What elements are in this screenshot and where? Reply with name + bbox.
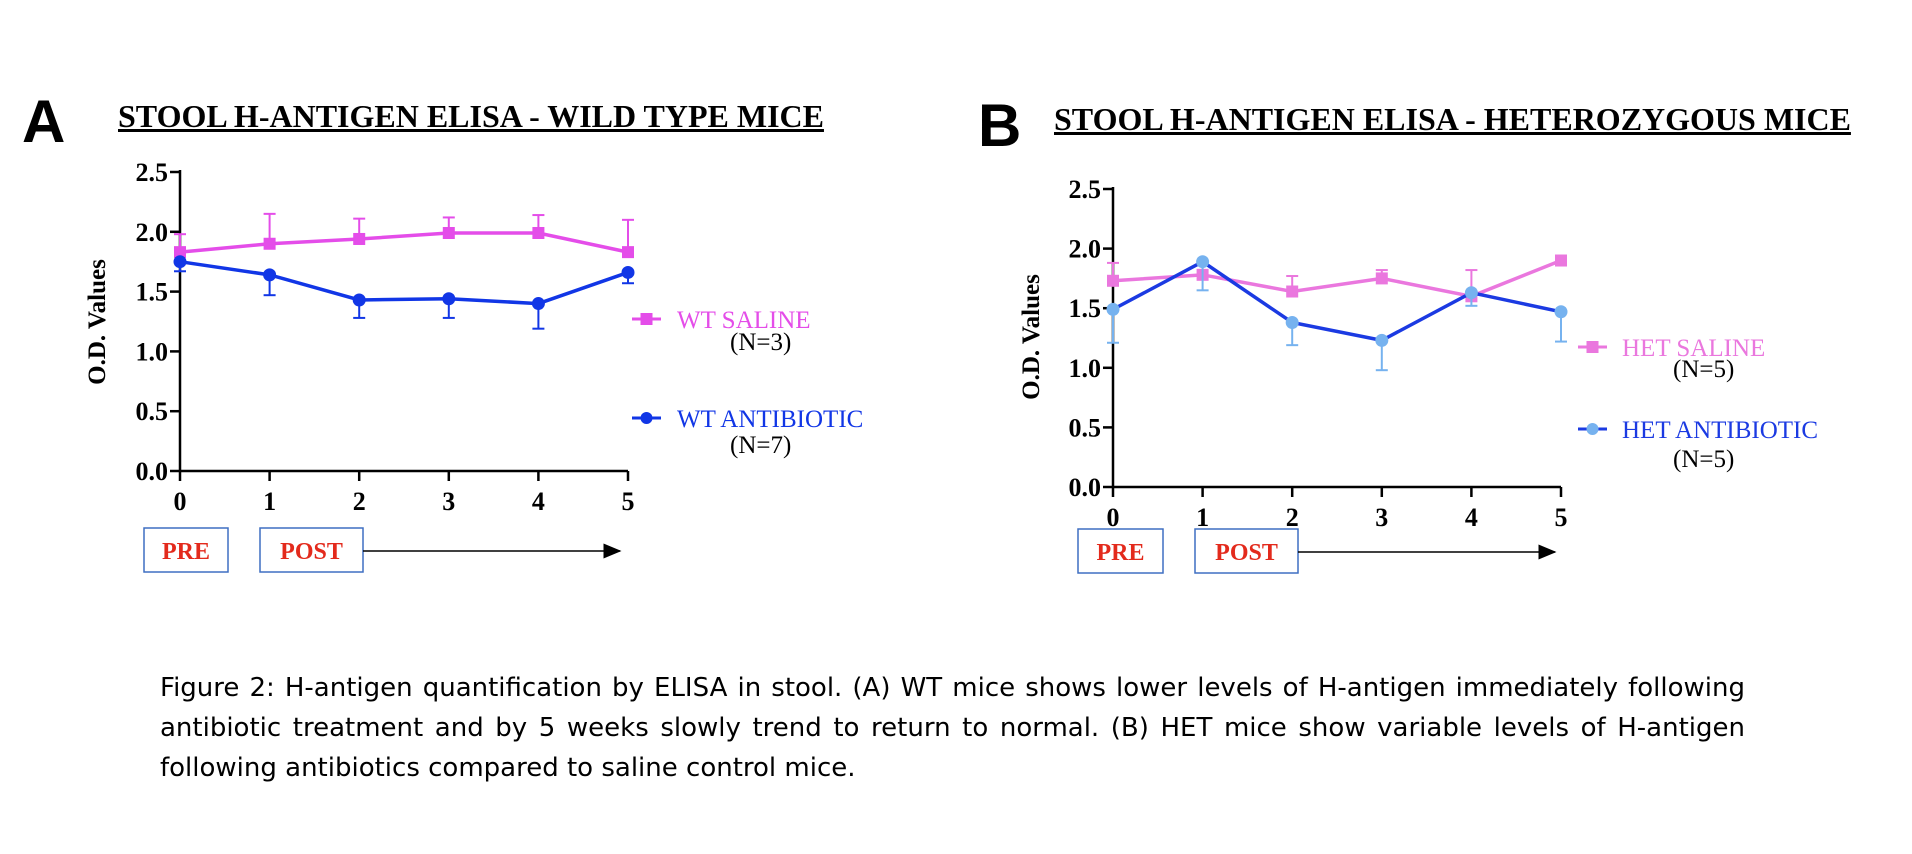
panel-b-y-tick-label: 1.0 <box>1069 354 1102 383</box>
panel-a-pre-label: PRE <box>162 539 210 565</box>
het-antibiotic-point <box>1554 305 1568 319</box>
panel-b-post-box <box>1194 528 1299 574</box>
het-antibiotic-point <box>1196 255 1210 269</box>
panel-a-x-tick-label: 0 <box>174 487 187 516</box>
het-antibiotic-legend-n: (N=5) <box>1673 446 1734 473</box>
wt-antibiotic-point <box>263 268 277 282</box>
panel-b-x-tick-label: 3 <box>1375 503 1388 532</box>
wt-antibiotic-point <box>621 265 635 279</box>
panel-b-y-tick-label: 2.5 <box>1069 175 1102 204</box>
wt-antibiotic-line <box>179 259 629 306</box>
het-saline-legend-n: (N=5) <box>1673 356 1734 383</box>
panel-a-x-tick-label: 5 <box>622 487 635 516</box>
panel-a-y-tick-label: 2.5 <box>136 158 169 187</box>
wt-antibiotic-legend-n: (N=7) <box>730 432 791 459</box>
panel-a-x-tick-label: 2 <box>353 487 366 516</box>
het-antibiotic-legend-label: HET ANTIBIOTIC <box>1622 417 1818 444</box>
panel-a-post-box <box>259 527 364 573</box>
het-antibiotic-point <box>1375 333 1389 347</box>
het-antibiotic-point <box>1464 286 1478 300</box>
wt-saline-point <box>174 246 186 259</box>
panel-b-pre-box <box>1077 528 1164 574</box>
het-saline-point <box>1375 272 1388 285</box>
het-saline-point <box>1107 274 1119 287</box>
wt-saline-legend-label: WT SALINE <box>677 307 811 334</box>
panel-a-pre-box <box>143 527 229 573</box>
panel-b-x-tick-label: 4 <box>1465 503 1478 532</box>
panel-b-y-tick-label: 2.0 <box>1069 235 1102 264</box>
panel-a-title: STOOL H-ANTIGEN ELISA - WILD TYPE MICE <box>118 98 824 134</box>
wt-saline-legend-n: (N=3) <box>730 329 791 356</box>
panel-b-x-tick-label: 1 <box>1196 503 1209 532</box>
het-saline-legend-label: HET SALINE <box>1622 335 1765 362</box>
panel-b-post-label: POST <box>1215 540 1278 566</box>
het-antibiotic-point <box>1285 316 1299 330</box>
panel-a-x-tick-label: 3 <box>442 487 455 516</box>
het-antibiotic-line <box>1112 259 1562 343</box>
panel-a-x-tick-label: 1 <box>263 487 276 516</box>
panel-b-y-axis-label: O.D. Values <box>1018 274 1045 400</box>
het-saline-legend-marker <box>1586 341 1599 353</box>
het-antibiotic-point <box>1106 302 1120 316</box>
wt-saline-point <box>263 237 276 250</box>
het-saline-point <box>1555 254 1567 267</box>
panel-a-x-tick-label: 4 <box>532 487 545 516</box>
het-saline-line <box>1112 258 1562 299</box>
panel-b-letter: B <box>978 92 1022 159</box>
wt-saline-point <box>353 232 366 245</box>
panel-b-pre-label: PRE <box>1097 540 1145 566</box>
panel-a-y-tick-label: 0.0 <box>136 457 169 486</box>
panel-b-x-tick-label: 0 <box>1107 503 1120 532</box>
wt-saline-line <box>179 231 629 254</box>
figure-caption: Figure 2: H-antigen quantification by EL… <box>160 673 1745 783</box>
wt-antibiotic-legend-marker <box>640 412 653 424</box>
panel-a-letter: A <box>22 88 66 155</box>
panel-b-title: STOOL H-ANTIGEN ELISA - HETEROZYGOUS MIC… <box>1054 101 1851 137</box>
wt-antibiotic-legend-label: WT ANTIBIOTIC <box>677 406 863 433</box>
panel-a-y-tick-label: 0.5 <box>136 397 169 426</box>
panel-b-y-tick-label: 0.5 <box>1069 413 1102 442</box>
wt-antibiotic-point <box>173 255 187 269</box>
panel-a-y-tick-label: 2.0 <box>136 218 169 247</box>
panel-b-x-tick-label: 5 <box>1555 503 1568 532</box>
panel-a-post-label: POST <box>280 539 343 565</box>
het-antibiotic-legend-marker <box>1586 423 1599 435</box>
panel-a-y-axis-label: O.D. Values <box>84 259 111 385</box>
panel-a-y-tick-label: 1.0 <box>136 337 169 366</box>
het-saline-point <box>1286 285 1299 298</box>
wt-saline-point <box>532 226 545 239</box>
wt-saline-point <box>442 226 455 239</box>
wt-saline-legend-marker <box>640 313 653 325</box>
wt-saline-point <box>622 246 634 259</box>
wt-antibiotic-point <box>531 297 545 311</box>
panel-b-y-tick-label: 0.0 <box>1069 473 1102 502</box>
wt-antibiotic-point <box>442 292 456 306</box>
panel-a-y-tick-label: 1.5 <box>136 278 169 307</box>
panel-b-y-tick-label: 1.5 <box>1069 294 1102 323</box>
wt-antibiotic-point <box>352 293 366 307</box>
panel-b-x-tick-label: 2 <box>1286 503 1299 532</box>
